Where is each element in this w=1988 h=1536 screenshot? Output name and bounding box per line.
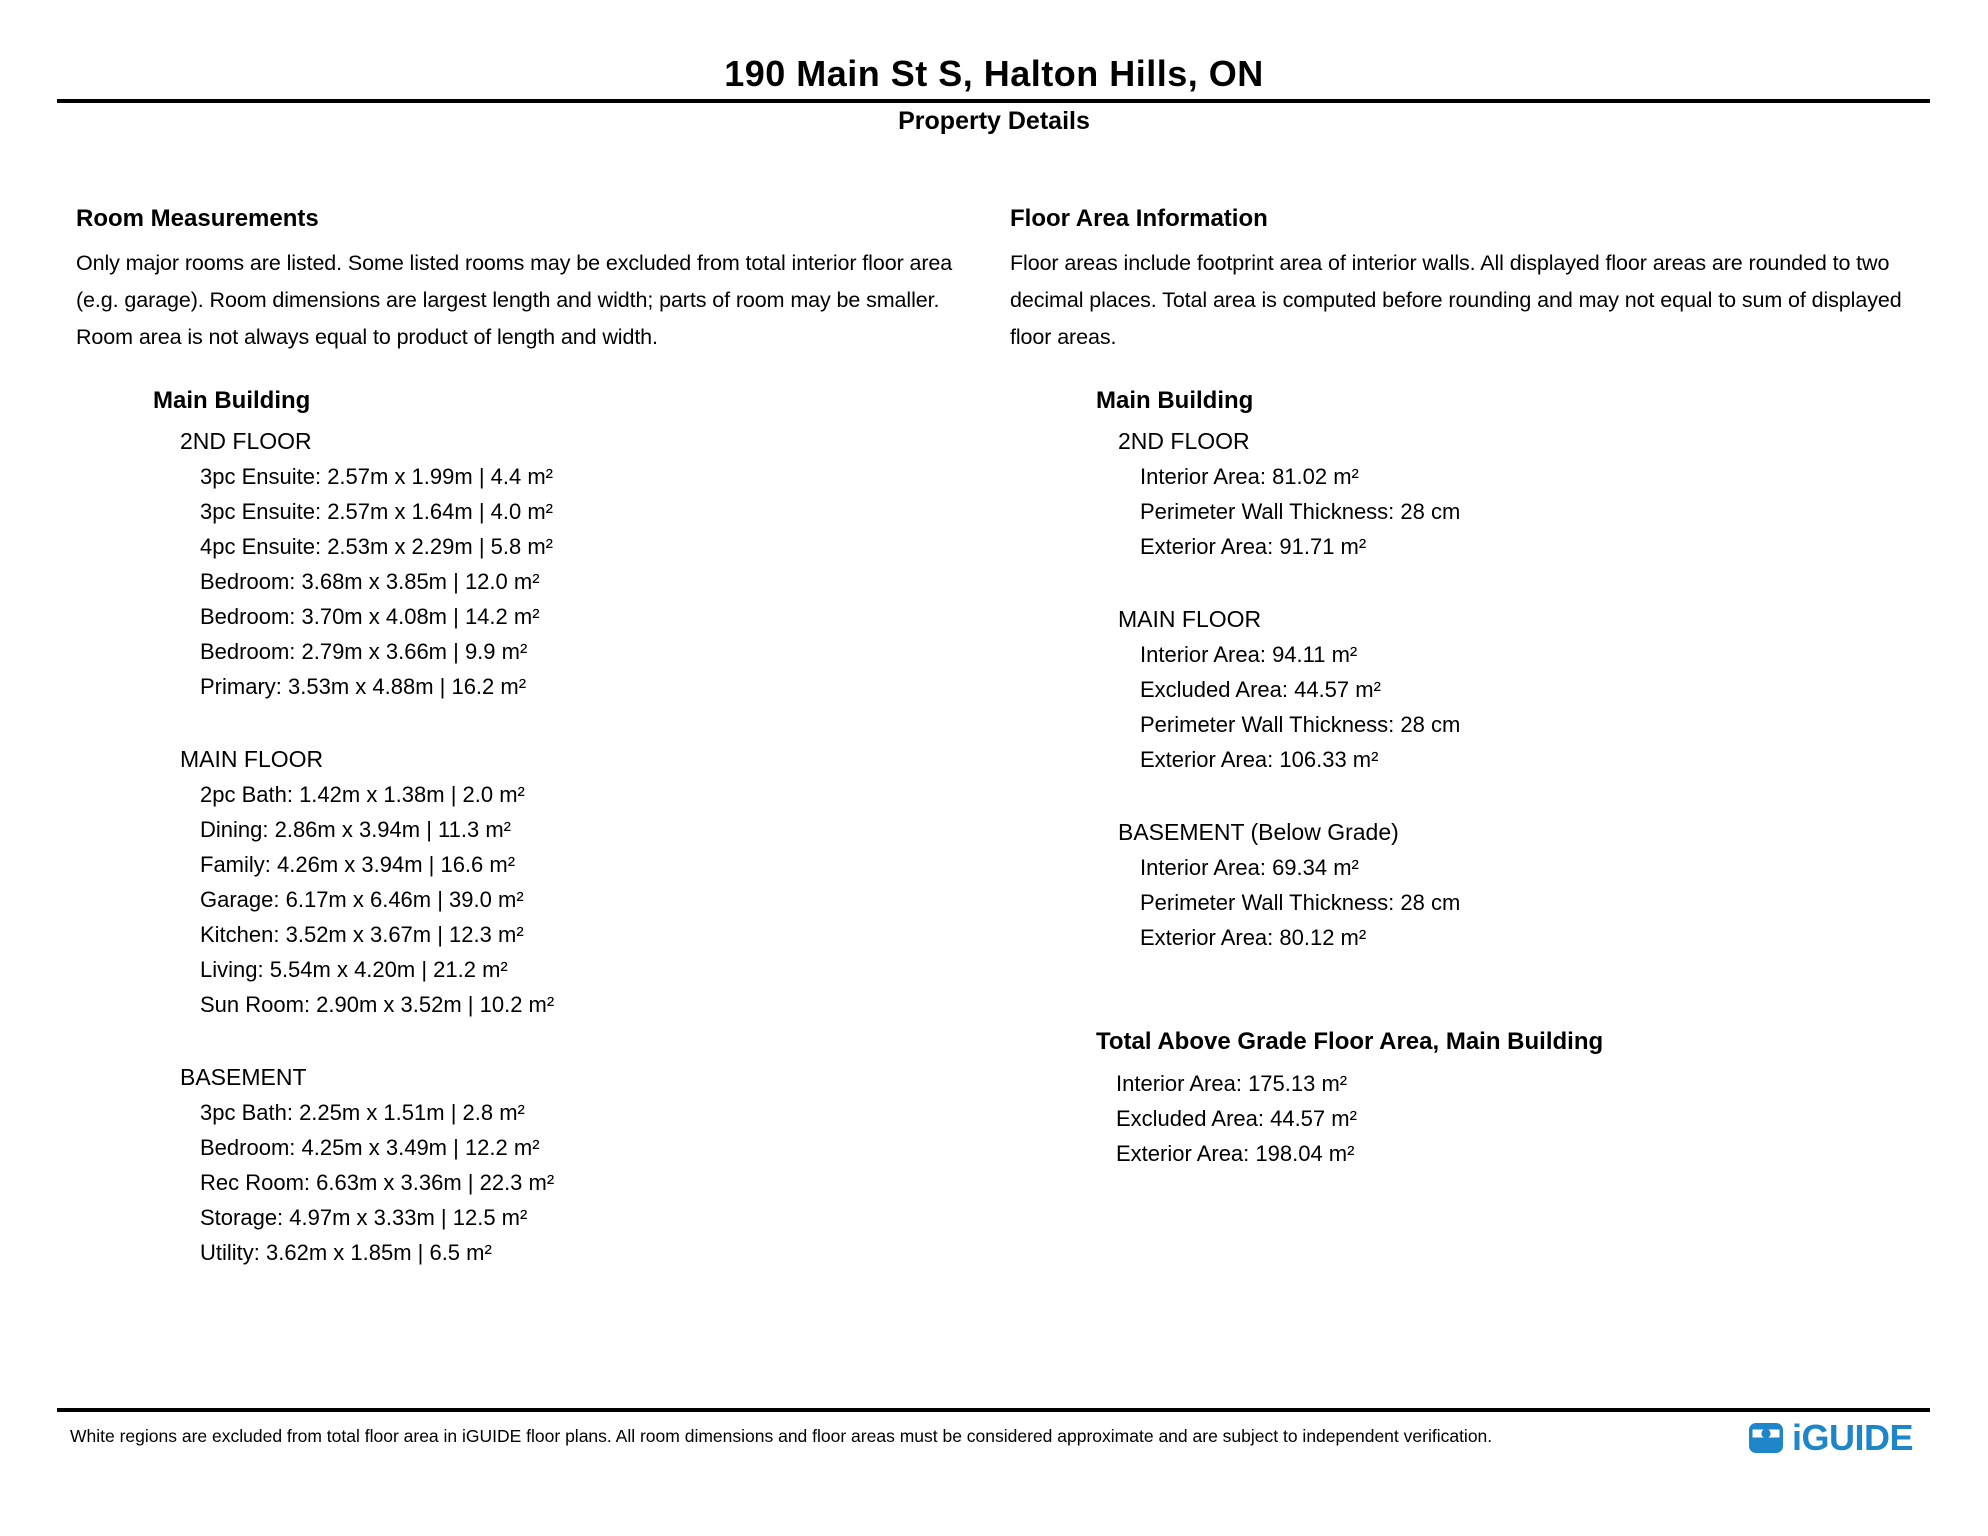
floor-area-stat: Interior Area: 81.02 m²: [1140, 464, 1359, 489]
floor-area-stat: Interior Area: 175.13 m²: [1116, 1071, 1348, 1096]
description-line: Floor areas include footprint area of in…: [1010, 251, 1890, 275]
floor-name: MAIN FLOOR: [180, 746, 324, 772]
footer-divider: [57, 1408, 1930, 1412]
stat-list: Interior Area: 81.02 m² Perimeter Wall Th…: [1140, 459, 1950, 564]
building-name: Main Building: [153, 387, 311, 414]
room-measurement: Kitchen: 3.52m x 3.67m | 12.3 m²: [200, 922, 524, 947]
room-measurement: Living: 5.54m x 4.20m | 21.2 m²: [200, 957, 508, 982]
floor-area-main-floor: MAIN FLOOR Interior Area: 94.11 m² Exclud…: [1118, 606, 1950, 777]
floor-2nd-floor: 2ND FLOOR 3pc Ensuite: 2.57m x 1.99m | 4…: [180, 428, 1016, 704]
floor-area-stat: Interior Area: 94.11 m²: [1140, 642, 1358, 667]
floor-area-heading: Floor Area Information: [1010, 205, 1268, 232]
floor-area-stat: Exterior Area: 91.71 m²: [1140, 534, 1367, 559]
room-measurement: Utility: 3.62m x 1.85m | 6.5 m²: [200, 1240, 492, 1265]
floor-basement: BASEMENT 3pc Bath: 2.25m x 1.51m | 2.8 m…: [180, 1064, 1016, 1270]
room-measurement: Garage: 6.17m x 6.46m | 39.0 m²: [200, 887, 524, 912]
room-measurement: Bedroom: 3.70m x 4.08m | 14.2 m²: [200, 604, 540, 629]
floor-name: MAIN FLOOR: [1118, 606, 1262, 632]
floor-area-stat: Interior Area: 69.34 m²: [1140, 855, 1359, 880]
room-measurement: 3pc Ensuite: 2.57m x 1.99m | 4.4 m²: [200, 464, 553, 489]
floor-area-stat: Excluded Area: 44.57 m²: [1140, 677, 1381, 702]
floor-area-description: Floor areas include footprint area of in…: [1010, 245, 1950, 356]
iguide-logo: iGUIDE: [1747, 1417, 1914, 1458]
room-list: 3pc Ensuite: 2.57m x 1.99m | 4.4 m² 3pc E…: [200, 459, 1016, 704]
floor-area-stat: Excluded Area: 44.57 m²: [1116, 1106, 1357, 1131]
room-measurement: Rec Room: 6.63m x 3.36m | 22.3 m²: [200, 1170, 555, 1195]
floor-area-2nd-floor: 2ND FLOOR Interior Area: 81.02 m² Perimet…: [1118, 428, 1950, 564]
total-above-grade-block: Total Above Grade Floor Area, Main Build…: [1096, 1028, 1950, 1171]
floor-area-building: Main Building 2ND FLOOR Interior Area: 8…: [1096, 387, 1950, 1171]
description-line: floor areas.: [1010, 325, 1117, 349]
floor-area-stat: Exterior Area: 106.33 m²: [1140, 747, 1379, 772]
iguide-logo-text: iGUIDE: [1792, 1417, 1914, 1458]
room-measurements-building: Main Building 2ND FLOOR 3pc Ensuite: 2.5…: [153, 387, 1016, 1270]
description-line: Only major rooms are listed. Some listed…: [76, 251, 953, 275]
title-divider: [57, 99, 1930, 103]
description-line: Room area is not always equal to product…: [76, 325, 658, 349]
room-measurement: Bedroom: 2.79m x 3.66m | 9.9 m²: [200, 639, 528, 664]
room-measurement: Storage: 4.97m x 3.33m | 12.5 m²: [200, 1205, 528, 1230]
page-subtitle: Property Details: [898, 107, 1090, 135]
room-list: 3pc Bath: 2.25m x 1.51m | 2.8 m² Bedroom:…: [200, 1095, 1016, 1270]
floor-name: 2ND FLOOR: [1118, 428, 1250, 454]
room-measurement: Bedroom: 4.25m x 3.49m | 12.2 m²: [200, 1135, 540, 1160]
room-measurement: Primary: 3.53m x 4.88m | 16.2 m²: [200, 674, 527, 699]
floor-area-basement: BASEMENT (Below Grade) Interior Area: 69…: [1118, 819, 1950, 955]
room-measurement: Family: 4.26m x 3.94m | 16.6 m²: [200, 852, 516, 877]
floor-area-stat: Exterior Area: 80.12 m²: [1140, 925, 1367, 950]
floor-name: BASEMENT: [180, 1064, 307, 1090]
page-title: 190 Main St S, Halton Hills, ON: [724, 53, 1264, 94]
iguide-camera-icon: [1749, 1423, 1783, 1453]
floor-main-floor: MAIN FLOOR 2pc Bath: 1.42m x 1.38m | 2.0…: [180, 746, 1016, 1022]
room-measurement: Dining: 2.86m x 3.94m | 11.3 m²: [200, 817, 511, 842]
room-measurement: 3pc Ensuite: 2.57m x 1.64m | 4.0 m²: [200, 499, 553, 524]
room-measurement: 3pc Bath: 2.25m x 1.51m | 2.8 m²: [200, 1100, 525, 1125]
total-above-grade-heading: Total Above Grade Floor Area, Main Build…: [1096, 1028, 1604, 1055]
stat-list: Interior Area: 69.34 m² Perimeter Wall Th…: [1140, 850, 1950, 955]
floor-name: 2ND FLOOR: [180, 428, 312, 454]
room-list: 2pc Bath: 1.42m x 1.38m | 2.0 m² Dining: …: [200, 777, 1016, 1022]
stat-list: Interior Area: 94.11 m² Excluded Area: 44…: [1140, 637, 1950, 777]
room-measurement: Sun Room: 2.90m x 3.52m | 10.2 m²: [200, 992, 555, 1017]
description-line: decimal places. Total area is computed b…: [1010, 288, 1902, 312]
building-name: Main Building: [1096, 387, 1254, 414]
description-line: (e.g. garage). Room dimensions are large…: [76, 288, 940, 312]
room-measurements-heading: Room Measurements: [76, 205, 319, 232]
floor-area-stat: Perimeter Wall Thickness: 28 cm: [1140, 890, 1461, 915]
room-measurement: 2pc Bath: 1.42m x 1.38m | 2.0 m²: [200, 782, 525, 807]
stat-list: Interior Area: 175.13 m² Excluded Area: 4…: [1116, 1066, 1950, 1171]
floor-area-stat: Exterior Area: 198.04 m²: [1116, 1141, 1355, 1166]
room-measurements-section: Room Measurements Only major rooms are l…: [76, 205, 1016, 1270]
floor-area-stat: Perimeter Wall Thickness: 28 cm: [1140, 712, 1461, 737]
floor-area-stat: Perimeter Wall Thickness: 28 cm: [1140, 499, 1461, 524]
room-measurement: 4pc Ensuite: 2.53m x 2.29m | 5.8 m²: [200, 534, 553, 559]
footer-disclaimer: White regions are excluded from total fl…: [70, 1426, 1493, 1446]
floor-area-section: Floor Area Information Floor areas inclu…: [1010, 205, 1950, 1171]
floor-name: BASEMENT (Below Grade): [1118, 819, 1399, 845]
room-measurement: Bedroom: 3.68m x 3.85m | 12.0 m²: [200, 569, 540, 594]
room-measurements-description: Only major rooms are listed. Some listed…: [76, 245, 1016, 356]
